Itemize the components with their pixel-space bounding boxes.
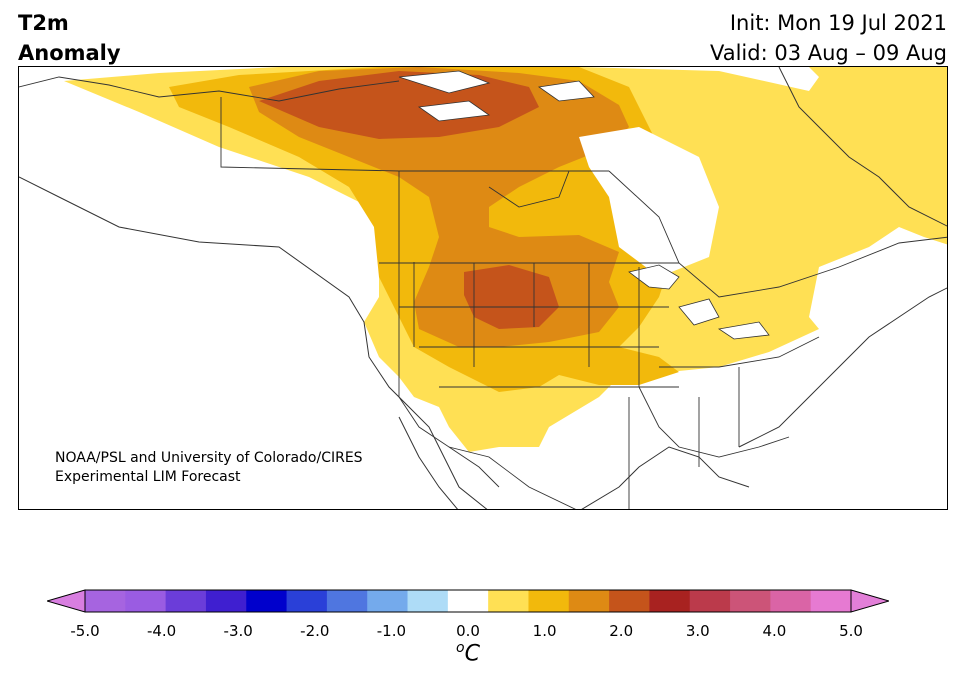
colorbar-unit: oC [456,640,480,666]
colorbar-bin [528,590,570,612]
hudson-bay [579,127,719,277]
colorbar-tick-label: 4.0 [762,622,787,640]
colorbar-arrow-low [47,589,86,613]
title-line-2: Anomaly [18,41,121,65]
credit-line-2: Experimental LIM Forecast [55,469,241,485]
colorbar-bin [488,590,529,612]
colorbar-bin [326,590,368,612]
colorbar-tick-label: -2.0 [300,622,330,640]
colorbar-tick-label: -5.0 [70,622,100,640]
colorbar-bin [246,590,288,612]
colorbar-tick-label: -1.0 [376,622,407,640]
colorbar-tick-label: 5.0 [839,622,863,640]
colorbar-bin [730,590,771,612]
colorbar-bin [205,590,247,612]
colorbar-bin [609,590,650,612]
colorbar-bin [447,590,489,612]
init-date: Init: Mon 19 Jul 2021 [729,11,947,35]
map-title: T2m Anomaly [18,8,121,68]
colorbar-bin [367,590,409,612]
colorbar-tick-label: 1.0 [532,622,557,640]
unit-letter: C [464,641,480,667]
colorbar-bin [165,590,207,612]
map-svg [19,67,947,509]
colorbar-bin [568,590,610,612]
colorbar-tick-label: 3.0 [685,622,710,640]
anomaly-zone-core-central [464,265,559,329]
colorbar-tick-label: -3.0 [223,622,253,640]
great-lakes [628,264,770,340]
forecast-dates: Init: Mon 19 Jul 2021 Valid: 03 Aug – 09… [710,8,947,68]
colorbar-bin [649,590,691,612]
coastlines [19,67,947,509]
colorbar-border [84,589,852,613]
colorbar-bin [125,590,167,612]
colorbar-bin [407,590,449,612]
colorbar-bin [810,590,852,612]
credit-text: NOAA/PSL and University of Colorado/CIRE… [55,449,363,487]
colorbar-tick-label: 2.0 [609,622,634,640]
colorbar-bin [770,590,812,612]
degree-symbol: o [456,640,465,656]
colorbar-tick-label: 0.0 [456,622,480,640]
anomaly-map [18,66,948,510]
colorbar-arrow-high [850,589,889,613]
arctic-islands [398,70,595,122]
colorbar-bin [286,590,328,612]
title-line-1: T2m [18,11,69,35]
colorbar-tick-label: -4.0 [146,622,177,640]
colorbar-bin [689,590,731,612]
valid-range: Valid: 03 Aug – 09 Aug [709,41,947,65]
credit-line-1: NOAA/PSL and University of Colorado/CIRE… [55,450,363,466]
colorbar-bin [85,590,126,612]
colorbar [47,589,889,613]
